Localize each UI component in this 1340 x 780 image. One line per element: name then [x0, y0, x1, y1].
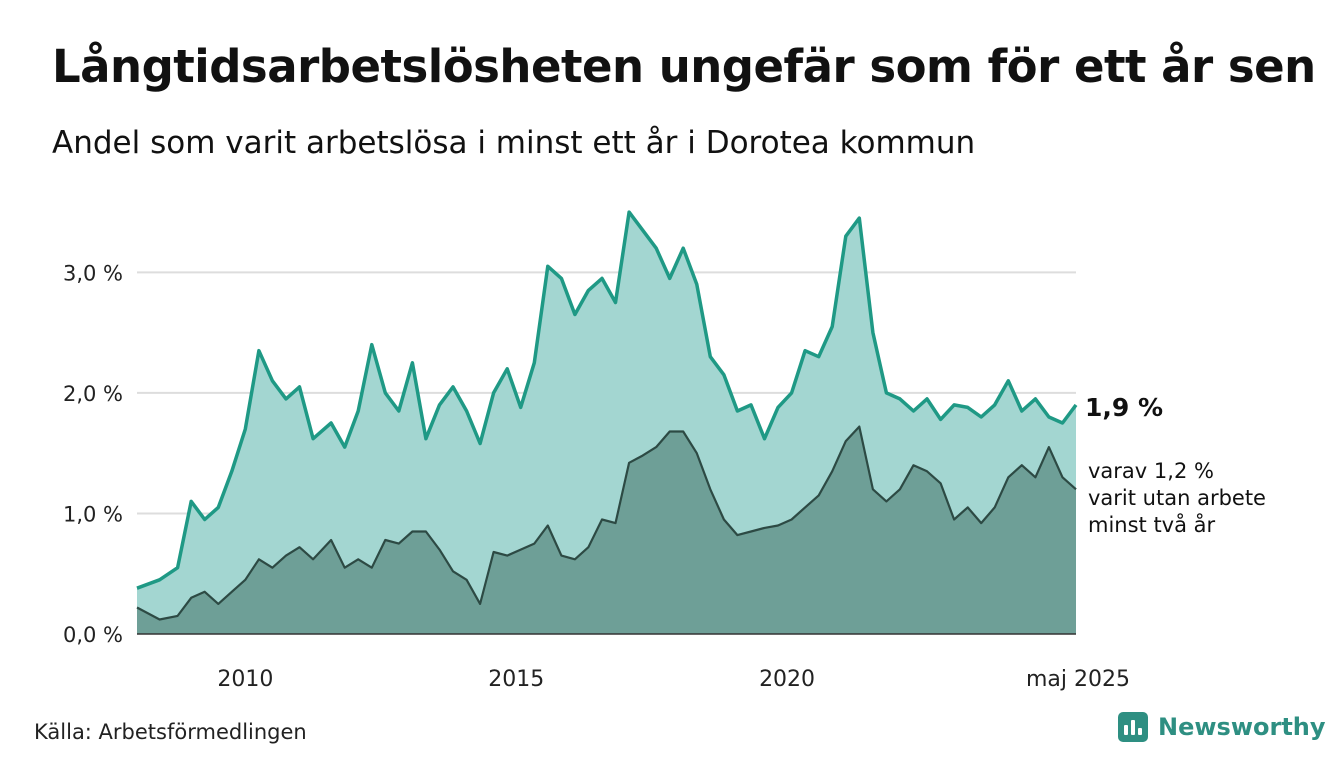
- chart-title: Långtidsarbetslösheten ungefär som för e…: [52, 40, 1316, 93]
- source-note: Källa: Arbetsförmedlingen: [34, 720, 307, 744]
- end-label-subset-line: minst två år: [1088, 512, 1216, 537]
- y-tick-label: 3,0 %: [63, 261, 123, 285]
- x-tick-label: 2015: [488, 667, 544, 692]
- x-tick-label: maj 2025: [1026, 667, 1130, 692]
- brand-name: Newsworthy: [1158, 713, 1326, 741]
- y-tick-label: 1,0 %: [63, 502, 123, 526]
- chart-subtitle: Andel som varit arbetslösa i minst ett å…: [52, 125, 976, 161]
- series-2-area: [137, 426, 1076, 634]
- brand[interactable]: Newsworthy: [1118, 712, 1326, 742]
- x-tick-label: 2010: [217, 667, 273, 692]
- y-tick-label: 0,0 %: [63, 623, 123, 647]
- y-tick-label: 2,0 %: [63, 382, 123, 406]
- series-2-line: [136, 425, 1077, 621]
- x-tick-label: 2020: [759, 667, 815, 692]
- axis-layer: 0,0 % 1,0 % 2,0 % 3,0 % 2010 2015 2020 maj 2025: [63, 261, 1130, 692]
- newsworthy-logo-icon: [1118, 712, 1148, 742]
- series-1-line: [136, 210, 1078, 590]
- area-layer: [136, 210, 1078, 634]
- end-label-total: 1,9 %: [1085, 393, 1163, 422]
- end-label-subset-line: varav 1,2 %: [1088, 459, 1214, 483]
- end-label-subset-line: varit utan arbete: [1088, 486, 1266, 510]
